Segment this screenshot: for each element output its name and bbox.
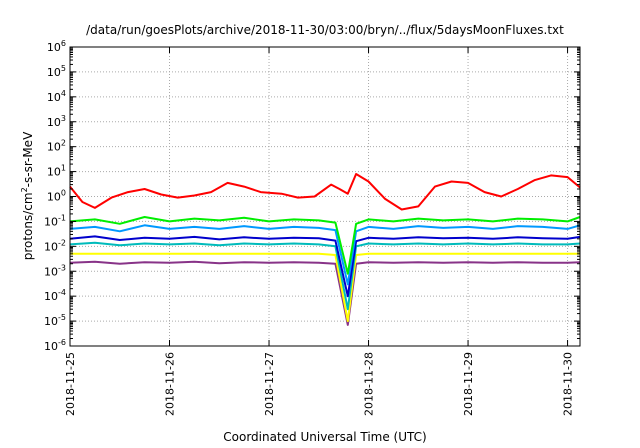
y-tick-label: 10-2 [44,238,66,253]
y-tick-label: 10-4 [44,288,66,303]
y-tick-label: 10-3 [44,263,66,278]
y-tick-label: 100 [47,189,66,204]
x-tick-label: 2018-11-29 [462,352,475,416]
y-tick-label: 10-6 [44,338,66,353]
x-tick-label: 2018-11-30 [562,352,575,416]
x-tick-label: 2018-11-25 [64,352,77,416]
y-tick-label: 104 [47,89,66,104]
series-line-3 [69,224,581,286]
y-tick-label: 10-5 [44,313,66,328]
chart-title: /data/run/goesPlots/archive/2018-11-30/0… [86,23,564,37]
y-tick-label: 106 [47,39,66,54]
x-tick-label: 2018-11-27 [263,352,276,416]
y-tick-label: 102 [47,139,66,154]
y-tick-label: 101 [47,164,66,179]
y-tick-label: 105 [47,64,66,79]
y-axis: 10-6 10-5 10-4 10-3 10-2 10-1 100 101 102 103 104 1… [44,39,580,353]
y-tick-label: 103 [47,114,66,129]
y-axis-label: protons/cm2-s-sr-MeV [20,131,35,260]
x-axis-label: Coordinated Universal Time (UTC) [223,430,426,444]
x-tick-label: 2018-11-28 [363,352,376,416]
series-line-2 [69,216,581,275]
series-line-5 [69,241,581,311]
series-line-6 [70,252,580,323]
x-tick-label: 2018-11-26 [164,352,177,416]
series-line-1 [69,173,581,211]
series-line-7 [69,260,581,326]
series-line-4 [69,235,581,298]
series-group [69,173,581,326]
y-tick-label: 10-1 [44,213,66,228]
x-axis: 2018-11-25 2018-11-26 2018-11-27 2018-11-28… [64,47,575,416]
